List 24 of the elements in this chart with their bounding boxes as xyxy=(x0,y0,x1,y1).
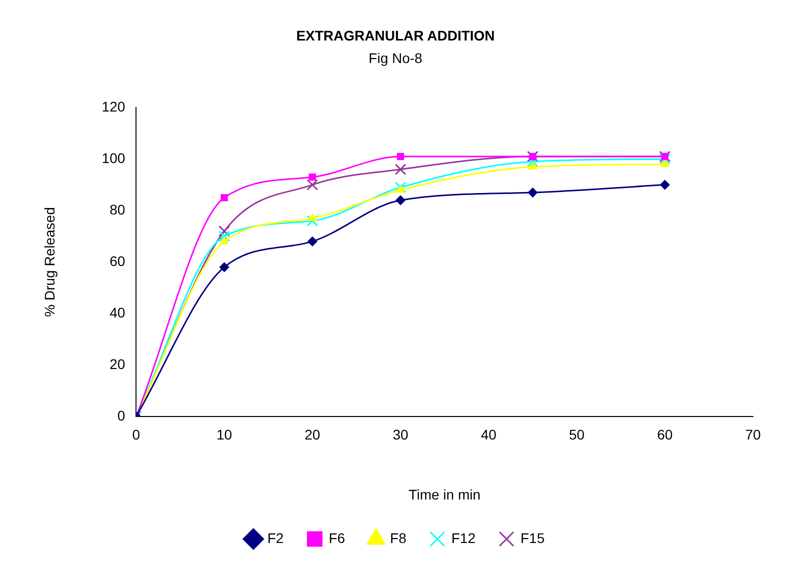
legend-label: F6 xyxy=(328,530,346,546)
x-tick-label: 20 xyxy=(304,426,320,443)
y-tick-label: 20 xyxy=(110,356,126,372)
x-tick-label: 50 xyxy=(568,426,585,443)
chart-subtitle: Fig No-8 xyxy=(368,50,423,66)
legend-label: F8 xyxy=(390,530,407,546)
y-tick-label: 80 xyxy=(110,201,126,218)
legend-label: F12 xyxy=(451,530,476,546)
y-axis-title: % Drug Released xyxy=(41,207,58,317)
x-axis-title: Time in min xyxy=(408,486,480,502)
x-tick-label: 70 xyxy=(745,426,761,443)
x-tick-label: 10 xyxy=(216,426,232,443)
chart-title: EXTRAGRANULAR ADDITION xyxy=(296,27,495,44)
x-tick-label: 0 xyxy=(132,426,140,443)
x-tick-label: 40 xyxy=(480,426,497,443)
legend-label: F15 xyxy=(520,530,545,546)
y-tick-label: 40 xyxy=(110,304,126,320)
y-tick-label: 60 xyxy=(110,252,126,269)
legend-label: F2 xyxy=(267,530,284,546)
x-tick-label: 30 xyxy=(392,426,409,443)
y-tick-label: 120 xyxy=(102,98,126,114)
y-tick-label: 0 xyxy=(117,407,126,424)
x-tick-label: 60 xyxy=(657,426,673,443)
y-tick-label: 100 xyxy=(102,150,126,166)
